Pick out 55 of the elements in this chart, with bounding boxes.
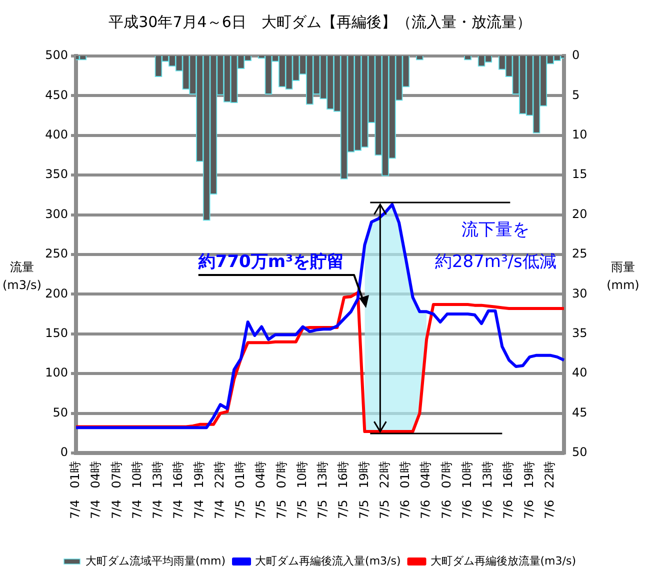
annotation: 約287m³/s低減 [434,252,556,272]
legend-label: 大町ダム流域平均雨量(mm) [86,554,226,568]
y-tick-label: 500 [45,48,68,62]
x-tick-label: 7/6 22時 [542,461,556,520]
y-tick-label: 0 [60,445,68,460]
x-tick-label: 7/4 07時 [109,461,124,520]
x-tick-label: 7/5 07時 [274,461,288,520]
y2-axis-title: 雨量 (mm) [606,259,640,294]
x-tick-label: 7/6 19時 [522,461,536,520]
x-tick-label: 7/5 16時 [336,461,350,520]
y2-tick-label: 40 [572,366,588,380]
y-tick-label: 150 [45,326,68,340]
x-tick-label: 7/4 10時 [130,461,144,520]
x-tick-label: 7/4 22時 [212,461,226,520]
x-tick-label: 7/5 13時 [316,461,330,520]
x-tick-label: 7/6 07時 [439,461,454,520]
y-tick-label: 350 [45,167,68,182]
y2-tick-label: 45 [572,405,588,420]
x-tick-label: 7/4 13時 [150,461,165,520]
chart-title: 平成30年7月4～6日 大町ダム【再編後】（流入量・放流量） [108,12,532,31]
x-tick-label: 7/6 01時 [398,461,412,520]
y2-tick-label: 30 [572,286,588,300]
x-tick-label: 7/5 19時 [356,461,371,520]
y-tick-label: 400 [45,128,68,142]
x-tick-label: 7/5 10時 [294,461,309,520]
x-tick-label: 7/4 01時 [68,461,82,520]
y2-tick-label: 20 [572,206,588,221]
y-tick-label: 300 [45,206,68,221]
x-tick-label: 7/5 04時 [254,461,268,520]
annotation: 流下量を [462,220,530,240]
y2-tick-label: 5 [572,88,580,102]
x-tick-label: 7/6 10時 [460,461,474,520]
y-tick-label: 50 [52,405,68,420]
y2-tick-label: 15 [572,167,588,182]
y2-tick-label: 10 [572,128,588,142]
y2-tick-label: 25 [572,246,588,261]
y-tick-label: 200 [45,286,68,300]
legend-label: 大町ダム再編後流入量(m3/s) [255,554,401,568]
x-tick-label: 7/6 16時 [501,461,516,520]
y2-tick-label: 50 [572,445,588,460]
x-tick-label: 7/6 13時 [480,461,495,520]
legend-label: 大町ダム再編後放流量(m3/s) [430,554,576,568]
y2-tick-label: 0 [572,48,580,62]
y-tick-label: 100 [45,366,68,380]
x-tick-label: 7/4 16時 [171,461,186,520]
x-tick-label: 7/5 22時 [377,461,392,520]
x-tick-label: 7/6 04時 [418,461,433,520]
y2-tick-label: 35 [572,326,588,340]
annotation: 約770万m³を貯留 [197,252,344,272]
x-tick-label: 7/5 01時 [233,461,248,520]
y-axis-title: 流量 (m3/s) [2,259,42,294]
x-tick-label: 7/4 19時 [192,461,206,520]
x-tick-label: 7/4 04時 [88,461,103,520]
y-tick-label: 450 [45,88,68,102]
y-tick-label: 250 [45,246,68,261]
